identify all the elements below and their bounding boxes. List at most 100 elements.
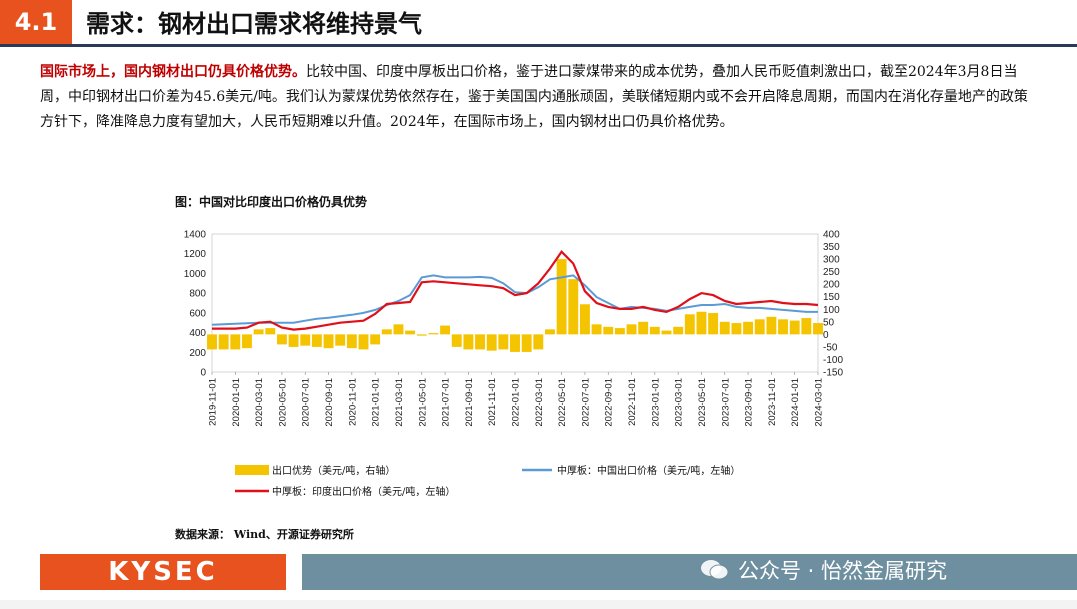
advantage-bar: [556, 259, 567, 335]
advantage-bar: [288, 334, 299, 347]
x-tick-label: 2021-01-01: [371, 378, 382, 427]
advantage-bar: [370, 334, 381, 345]
advantage-bar: [207, 334, 217, 350]
advantage-bar: [311, 334, 322, 347]
right-tick-label: 350: [823, 242, 840, 253]
advantage-bar: [498, 334, 509, 350]
advantage-bar: [719, 321, 730, 335]
advantage-bar: [393, 324, 404, 335]
advantage-bar: [428, 333, 439, 335]
advantage-bar: [242, 334, 252, 349]
advantage-bar: [346, 334, 357, 349]
right-tick-label: 400: [823, 230, 840, 241]
price-lines: [211, 249, 819, 331]
x-tick-label: 2022-03-01: [534, 378, 545, 427]
x-tick-label: 2022-09-01: [604, 378, 615, 427]
legend-label-advantage: 出口优势（美元/吨，右轴）: [272, 464, 395, 477]
x-tick-label: 2024-01-01: [790, 378, 801, 427]
advantage-bar: [230, 334, 241, 350]
x-tick-label: 2020-01-01: [231, 378, 242, 427]
advantage-bar: [754, 319, 765, 335]
x-tick-label: 2022-07-01: [580, 378, 591, 427]
advantage-bar: [521, 334, 532, 352]
x-tick-label: 2022-05-01: [557, 378, 568, 427]
left-tick-label: 800: [189, 289, 206, 300]
data-source: 数据来源： Wind、开源证券研究所: [175, 528, 354, 541]
advantage-bar: [813, 323, 823, 335]
advantage-bar: [708, 313, 719, 335]
x-tick-label: 2020-11-01: [347, 378, 358, 426]
advantage-bar: [579, 304, 590, 335]
advantage-bar: [276, 334, 287, 345]
advantage-bar: [649, 326, 660, 335]
advantage-bar: [475, 334, 485, 350]
advantage-bar: [731, 323, 742, 335]
advantage-bar: [778, 319, 788, 335]
advantage-bar: [684, 314, 695, 335]
x-tick-label: 2019-11-01: [208, 378, 219, 426]
advantage-bar: [743, 321, 754, 335]
advantage-bar: [440, 325, 451, 335]
x-tick-label: 2021-03-01: [394, 378, 405, 427]
kysec-logo: KYSEC: [40, 554, 286, 590]
x-tick-label: 2020-07-01: [301, 378, 312, 427]
left-tick-label: 0: [200, 368, 206, 379]
advantage-bar: [766, 316, 777, 335]
chart-title: 图：中国对比印度出口价格仍具优势: [175, 195, 368, 209]
x-tick-label: 2023-09-01: [744, 378, 755, 427]
body-text: 比较中国、印度中厚板出口价格，鉴于进口蒙煤带来的成本优势，叠加人民币贬值刺激出口…: [40, 64, 1028, 130]
advantage-bar: [789, 320, 800, 335]
right-tick-label: 50: [823, 317, 835, 328]
x-tick-label: 2023-05-01: [697, 378, 708, 427]
right-tick-label: -100: [823, 355, 843, 366]
advantage-bar: [358, 334, 369, 350]
x-tick-label: 2023-01-01: [650, 378, 661, 427]
price-chart: 0200400600800100012001400-150-100-500501…: [184, 230, 844, 499]
advantage-bar: [218, 334, 229, 350]
x-tick-label: 2023-07-01: [720, 378, 731, 427]
x-tick-label: 2020-09-01: [324, 378, 335, 427]
legend-swatch-bar: [235, 465, 269, 475]
header: 4.1 需求：钢材出口需求将维持景气: [0, 0, 1077, 44]
advantage-bar: [533, 334, 544, 350]
left-tick-label: 1200: [184, 249, 207, 260]
left-tick-label: 200: [189, 348, 206, 359]
right-tick-label: 0: [823, 330, 829, 341]
x-tick-label: 2023-11-01: [767, 378, 778, 426]
x-tick-label: 2024-03-01: [814, 378, 825, 427]
summary-paragraph: 国际市场上，国内钢材出口仍具价格优势。比较中国、印度中厚板出口价格，鉴于进口蒙煤…: [40, 60, 1040, 135]
advantage-bar: [603, 326, 614, 335]
india-price-line: [212, 249, 819, 331]
advantage-bar: [568, 279, 579, 335]
advantage-bar: [416, 334, 427, 336]
x-tick-label: 2020-05-01: [277, 378, 288, 427]
right-tick-label: 300: [823, 255, 840, 266]
advantage-bar: [696, 311, 707, 335]
advantage-bar: [626, 324, 637, 335]
x-tick-label: 2022-11-01: [627, 378, 638, 426]
advantage-bar: [661, 330, 672, 335]
chart-axes: 0200400600800100012001400-150-100-500501…: [184, 230, 844, 427]
x-tick-label: 2020-03-01: [254, 378, 265, 427]
advantage-bar: [614, 328, 625, 335]
footer-bottom-strip: [0, 600, 1077, 609]
china-price-line: [211, 274, 818, 326]
section-number: 4.1: [0, 0, 72, 44]
right-tick-label: 200: [823, 280, 840, 291]
watermark-text: 公众号 · 怡然金属研究: [738, 559, 948, 583]
highlight-text: 国际市场上，国内钢材出口仍具价格优势。: [40, 64, 306, 80]
advantage-bar: [265, 328, 276, 335]
chart-legend: 出口优势（美元/吨，右轴） 中厚板：中国出口价格（美元/吨，左轴） 中厚板：印度出口…: [235, 464, 740, 498]
x-tick-label: 2022-01-01: [511, 378, 522, 427]
advantage-bar: [545, 329, 555, 335]
advantage-bar: [381, 329, 392, 335]
advantage-bar: [463, 334, 474, 350]
x-tick-label: 2021-11-01: [487, 378, 498, 426]
advantage-bar: [451, 334, 462, 347]
right-tick-label: 250: [823, 267, 840, 278]
advantage-bar: [591, 324, 602, 335]
legend-label-india: 中厚板：印度出口价格（美元/吨，左轴）: [272, 485, 455, 498]
advantage-bar: [638, 321, 649, 335]
advantage-bars: [207, 259, 823, 352]
page-title: 需求：钢材出口需求将维持景气: [86, 10, 422, 38]
